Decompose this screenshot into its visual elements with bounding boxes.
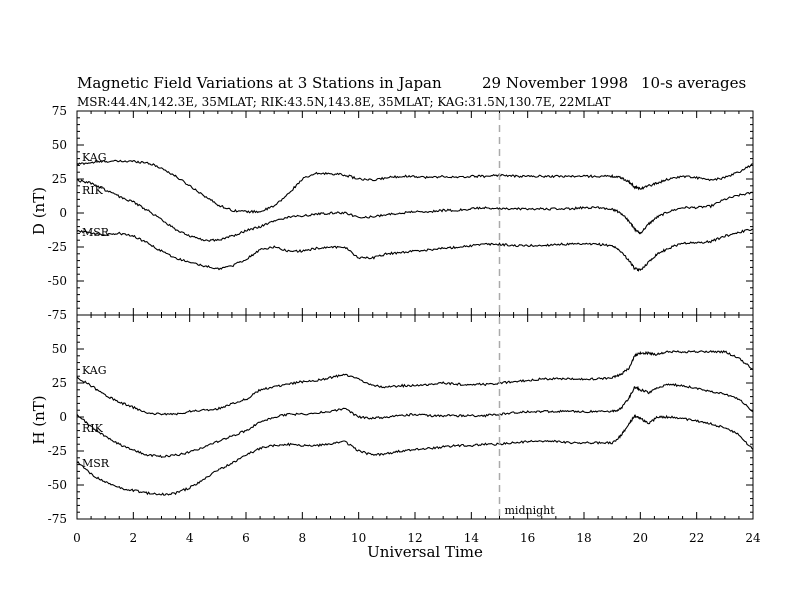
- y-tick-label: -75: [48, 512, 67, 526]
- chart-note: 10-s averages: [641, 74, 746, 92]
- y-tick-label: 75: [52, 104, 67, 118]
- series-line-kag: [76, 159, 754, 214]
- series-line-kag: [76, 350, 754, 416]
- y-tick-label: -50: [48, 274, 67, 288]
- y-axis-title: D (nT): [30, 187, 48, 235]
- x-tick-label: 0: [73, 531, 81, 545]
- x-tick-label: 18: [576, 531, 591, 545]
- panel-frame: [76, 110, 754, 316]
- x-axis-title: Universal Time: [367, 543, 483, 561]
- y-tick-label: 25: [52, 172, 67, 186]
- series-line-msr: [76, 414, 754, 496]
- chart-date: 29 November 1998: [482, 74, 628, 92]
- series-label-msr: MSR: [82, 457, 110, 470]
- y-tick-label: 25: [52, 376, 67, 390]
- series-line-rik: [76, 382, 754, 458]
- y-axis-title: H (nT): [30, 395, 48, 444]
- series-label-kag: KAG: [82, 364, 107, 377]
- x-tick-label: 2: [130, 531, 138, 545]
- x-tick-label: 6: [242, 531, 250, 545]
- x-tick-label: 14: [464, 531, 480, 545]
- series-label-rik: RIK: [82, 422, 104, 435]
- midnight-marker-label: midnight: [505, 504, 556, 517]
- panel-frame: [76, 314, 754, 520]
- y-tick-label: -50: [48, 478, 67, 492]
- series-label-msr: MSR: [82, 226, 110, 239]
- x-tick-label: 16: [520, 531, 535, 545]
- y-tick-label: -25: [48, 444, 67, 458]
- y-tick-label: 50: [52, 342, 67, 356]
- panel-d: 75 50 25 0 -25 -50 -75 D (nT) KAG RIK MSR: [30, 104, 754, 322]
- panel-h: 50 25 0 -25 -50 -75 H (nT) KAG RIK MSR: [30, 314, 754, 526]
- x-tick-label: 12: [407, 531, 422, 545]
- series-line-rik: [76, 178, 754, 242]
- series-label-rik: RIK: [82, 184, 104, 197]
- x-tick-label: 20: [633, 531, 648, 545]
- series-line-msr: [76, 228, 754, 272]
- series-label-kag: KAG: [82, 151, 107, 164]
- x-tick-label: 22: [689, 531, 704, 545]
- y-tick-label: 0: [59, 410, 67, 424]
- plot-panels: 75 50 25 0 -25 -50 -75 D (nT) KAG RIK MSR 50 25 0 -25 -…: [30, 104, 754, 526]
- x-tick-label: 4: [186, 531, 194, 545]
- x-axis: 0 2 4 6 8 10 12 14 16 18 20 22 24: [73, 531, 761, 545]
- x-tick-label: 24: [745, 531, 761, 545]
- y-tick-label: -25: [48, 240, 67, 254]
- x-tick-label: 8: [299, 531, 307, 545]
- y-tick-label: 0: [59, 206, 67, 220]
- chart-subtitle: MSR:44.4N,142.3E, 35MLAT; RIK:43.5N,143.…: [77, 95, 611, 109]
- chart-title: Magnetic Field Variations at 3 Stations …: [77, 74, 442, 92]
- x-tick-label: 10: [351, 531, 366, 545]
- y-tick-label: 50: [52, 138, 67, 152]
- y-tick-label: -75: [48, 308, 67, 322]
